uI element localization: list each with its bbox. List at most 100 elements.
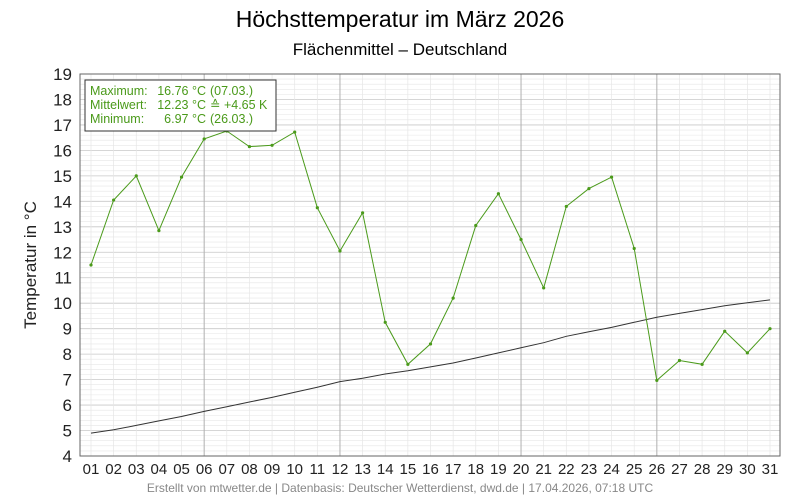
x-tick-label: 25	[626, 461, 643, 478]
y-axis-label: Temperatur in °C	[21, 201, 40, 329]
x-tick-label: 16	[422, 461, 439, 478]
data-point	[768, 327, 772, 331]
x-tick-label: 06	[196, 461, 213, 478]
x-tick-label: 13	[354, 461, 371, 478]
data-point	[157, 229, 161, 233]
data-point	[474, 223, 478, 228]
legend-min-date: (26.03.)	[210, 112, 253, 126]
x-tick-label: 30	[739, 461, 756, 478]
data-point	[677, 358, 682, 363]
y-tick-label: 13	[53, 218, 72, 237]
data-point	[247, 144, 252, 149]
data-point	[361, 211, 365, 215]
legend-frame	[84, 79, 277, 132]
data-point	[564, 204, 568, 209]
legend-max-label: Maximum:	[90, 84, 148, 98]
data-point	[655, 378, 659, 382]
legend-max-date: (07.03.)	[210, 84, 253, 98]
legend-box: Maximum: 16.76 °C (07.03.) Mittelwert: 1…	[84, 79, 277, 132]
x-axis-ticks: 01 02 03 04 05 06 07 08 09 10 11 12 13 14 15 16 17 18 19 20…	[83, 461, 779, 478]
x-tick-label: 02	[105, 461, 122, 478]
legend-mean-anomaly: ≙ +4.65 K	[210, 98, 268, 112]
y-tick-label: 10	[53, 294, 72, 313]
y-axis-ticks: 4 5 6 7 8 9 10 11 12 13 14 15 16 17 18 19	[53, 65, 72, 466]
data-point	[406, 362, 410, 366]
x-tick-label: 27	[671, 461, 688, 478]
data-point	[179, 175, 184, 179]
x-tick-label: 22	[558, 461, 575, 478]
data-point	[723, 329, 727, 333]
legend-mean-label: Mittelwert:	[90, 98, 147, 112]
y-tick-label: 4	[63, 447, 72, 466]
legend-min-value: 6.97 °C	[164, 112, 206, 126]
x-tick-label: 12	[332, 461, 349, 478]
legend-mean-value: 12.23 °C	[157, 98, 206, 112]
y-tick-label: 15	[53, 167, 72, 186]
x-tick-label: 01	[83, 461, 100, 478]
plot-frame	[79, 73, 781, 457]
chart-subtitle: Flächenmittel – Deutschland	[292, 40, 508, 59]
minor-gridlines	[80, 78, 780, 452]
x-tick-label: 17	[445, 461, 462, 478]
y-tick-label: 16	[53, 141, 72, 160]
data-point	[293, 130, 297, 134]
y-tick-label: 6	[63, 396, 72, 415]
x-tick-label: 04	[151, 461, 168, 478]
x-tick-label: 07	[218, 461, 235, 478]
legend-max-value: 16.76 °C	[157, 84, 206, 98]
y-tick-label: 8	[63, 345, 72, 364]
y-tick-label: 7	[63, 371, 72, 390]
data-point	[383, 320, 387, 324]
x-tick-label: 19	[490, 461, 507, 478]
x-tick-label: 28	[694, 461, 711, 478]
y-tick-label: 19	[53, 65, 72, 84]
legend-min-label: Minimum:	[90, 112, 144, 126]
data-point	[542, 286, 546, 290]
data-point	[338, 249, 342, 253]
x-tick-label: 26	[648, 461, 665, 478]
x-tick-label: 20	[513, 461, 530, 478]
x-tick-label: 03	[128, 461, 145, 478]
data-point	[632, 246, 636, 251]
chart-title: Höchsttemperatur im März 2026	[235, 6, 565, 32]
data-point	[496, 192, 500, 196]
x-tick-label: 24	[603, 461, 620, 478]
data-point	[587, 187, 591, 191]
series-layer	[89, 129, 772, 434]
x-tick-label: 15	[400, 461, 417, 478]
data-point	[134, 174, 138, 178]
x-tick-label: 11	[310, 461, 326, 478]
x-tick-label: 10	[286, 461, 303, 478]
y-tick-label: 14	[53, 192, 72, 211]
x-tick-label: 31	[762, 461, 779, 478]
series-line-reference	[90, 299, 771, 434]
data-point	[609, 175, 614, 179]
y-tick-label: 9	[63, 320, 72, 339]
x-tick-label: 09	[264, 461, 281, 478]
data-point	[202, 137, 206, 141]
data-point	[89, 263, 93, 267]
y-tick-label: 17	[53, 116, 72, 135]
data-point	[112, 198, 116, 202]
x-tick-label: 23	[581, 461, 598, 478]
y-tick-label: 5	[63, 422, 72, 441]
data-point	[270, 143, 274, 147]
x-tick-label: 14	[377, 461, 394, 478]
chart-footer: Erstellt von mtwetter.de | Datenbasis: D…	[146, 481, 654, 495]
data-point	[519, 237, 523, 242]
x-tick-label: 21	[535, 461, 552, 478]
y-tick-label: 12	[53, 243, 72, 262]
data-point	[745, 351, 749, 355]
data-point	[451, 296, 455, 300]
data-point	[428, 342, 433, 346]
y-tick-label: 18	[53, 90, 72, 109]
x-tick-label: 05	[173, 461, 190, 478]
major-gridlines	[80, 73, 780, 457]
data-point	[700, 362, 704, 366]
x-tick-label: 29	[716, 461, 733, 478]
data-point	[315, 206, 319, 210]
x-tick-label: 08	[241, 461, 258, 478]
x-tick-label: 18	[467, 461, 484, 478]
y-tick-label: 11	[54, 269, 72, 288]
